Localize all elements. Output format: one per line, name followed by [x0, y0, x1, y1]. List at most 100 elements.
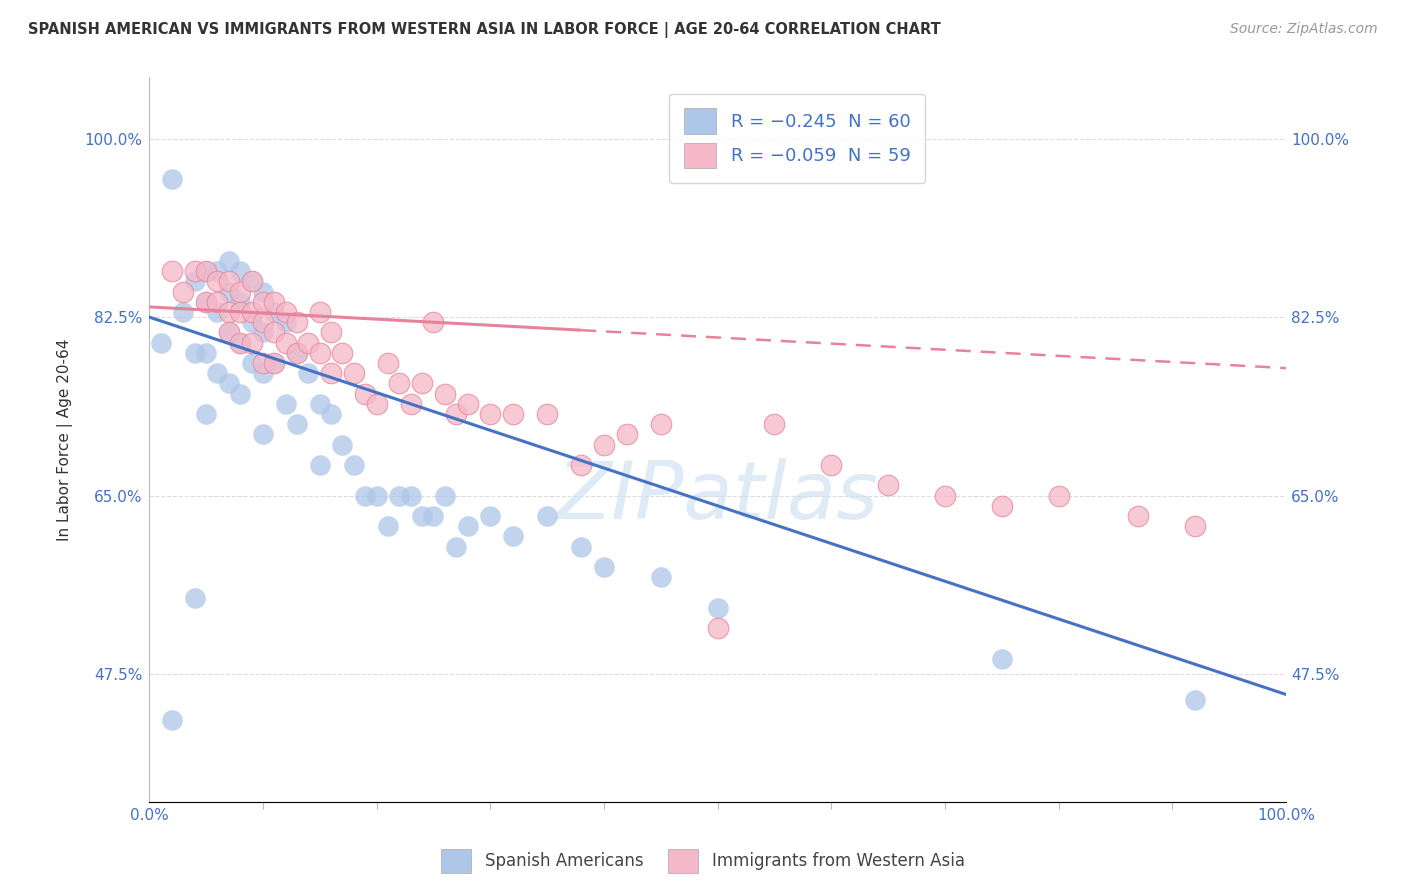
Point — [229, 285, 252, 299]
Point — [297, 335, 319, 350]
Point — [366, 397, 388, 411]
Point — [285, 346, 308, 360]
Point — [444, 540, 467, 554]
Point — [229, 294, 252, 309]
Point — [218, 254, 240, 268]
Point — [502, 529, 524, 543]
Point — [763, 417, 786, 432]
Point — [229, 335, 252, 350]
Point — [422, 508, 444, 523]
Point — [263, 356, 285, 370]
Point — [263, 326, 285, 340]
Point — [297, 366, 319, 380]
Point — [820, 458, 842, 472]
Point — [308, 346, 330, 360]
Point — [218, 274, 240, 288]
Point — [388, 489, 411, 503]
Point — [285, 346, 308, 360]
Point — [160, 713, 183, 727]
Point — [433, 386, 456, 401]
Point — [593, 560, 616, 574]
Point — [252, 285, 274, 299]
Point — [160, 172, 183, 186]
Point — [650, 417, 672, 432]
Legend: R = −0.245  N = 60, R = −0.059  N = 59: R = −0.245 N = 60, R = −0.059 N = 59 — [669, 94, 925, 183]
Point — [399, 397, 422, 411]
Point — [195, 264, 218, 278]
Point — [218, 376, 240, 391]
Point — [343, 458, 366, 472]
Point — [536, 407, 558, 421]
Point — [1184, 692, 1206, 706]
Point — [207, 366, 229, 380]
Point — [252, 294, 274, 309]
Point — [616, 427, 638, 442]
Point — [274, 315, 297, 329]
Point — [252, 356, 274, 370]
Point — [991, 652, 1014, 666]
Point — [252, 366, 274, 380]
Point — [569, 458, 592, 472]
Point — [377, 519, 399, 533]
Point — [195, 294, 218, 309]
Point — [183, 591, 205, 605]
Point — [308, 458, 330, 472]
Point — [1184, 519, 1206, 533]
Text: Source: ZipAtlas.com: Source: ZipAtlas.com — [1230, 22, 1378, 37]
Point — [502, 407, 524, 421]
Point — [308, 397, 330, 411]
Point — [650, 570, 672, 584]
Point — [706, 621, 728, 635]
Point — [433, 489, 456, 503]
Point — [218, 326, 240, 340]
Point — [207, 294, 229, 309]
Point — [252, 326, 274, 340]
Point — [479, 508, 502, 523]
Y-axis label: In Labor Force | Age 20-64: In Labor Force | Age 20-64 — [58, 338, 73, 541]
Point — [388, 376, 411, 391]
Point — [934, 489, 956, 503]
Point — [263, 294, 285, 309]
Point — [240, 274, 263, 288]
Point — [229, 305, 252, 319]
Point — [319, 326, 342, 340]
Point — [285, 417, 308, 432]
Point — [991, 499, 1014, 513]
Point — [285, 315, 308, 329]
Point — [536, 508, 558, 523]
Point — [274, 397, 297, 411]
Point — [207, 274, 229, 288]
Point — [240, 335, 263, 350]
Point — [593, 437, 616, 451]
Point — [354, 386, 377, 401]
Point — [160, 264, 183, 278]
Point — [195, 294, 218, 309]
Point — [457, 519, 479, 533]
Point — [332, 346, 354, 360]
Point — [332, 437, 354, 451]
Point — [422, 315, 444, 329]
Point — [229, 386, 252, 401]
Point — [274, 335, 297, 350]
Point — [218, 305, 240, 319]
Point — [229, 264, 252, 278]
Point — [479, 407, 502, 421]
Point — [183, 264, 205, 278]
Point — [343, 366, 366, 380]
Point — [183, 274, 205, 288]
Point — [195, 346, 218, 360]
Point — [457, 397, 479, 411]
Legend: Spanish Americans, Immigrants from Western Asia: Spanish Americans, Immigrants from Weste… — [434, 842, 972, 880]
Point — [1047, 489, 1070, 503]
Point — [183, 346, 205, 360]
Point — [240, 356, 263, 370]
Point — [444, 407, 467, 421]
Point — [877, 478, 900, 492]
Point — [240, 305, 263, 319]
Point — [354, 489, 377, 503]
Text: ZIPatlas: ZIPatlas — [557, 458, 879, 536]
Point — [172, 285, 194, 299]
Point — [411, 376, 433, 391]
Point — [207, 305, 229, 319]
Point — [1128, 508, 1150, 523]
